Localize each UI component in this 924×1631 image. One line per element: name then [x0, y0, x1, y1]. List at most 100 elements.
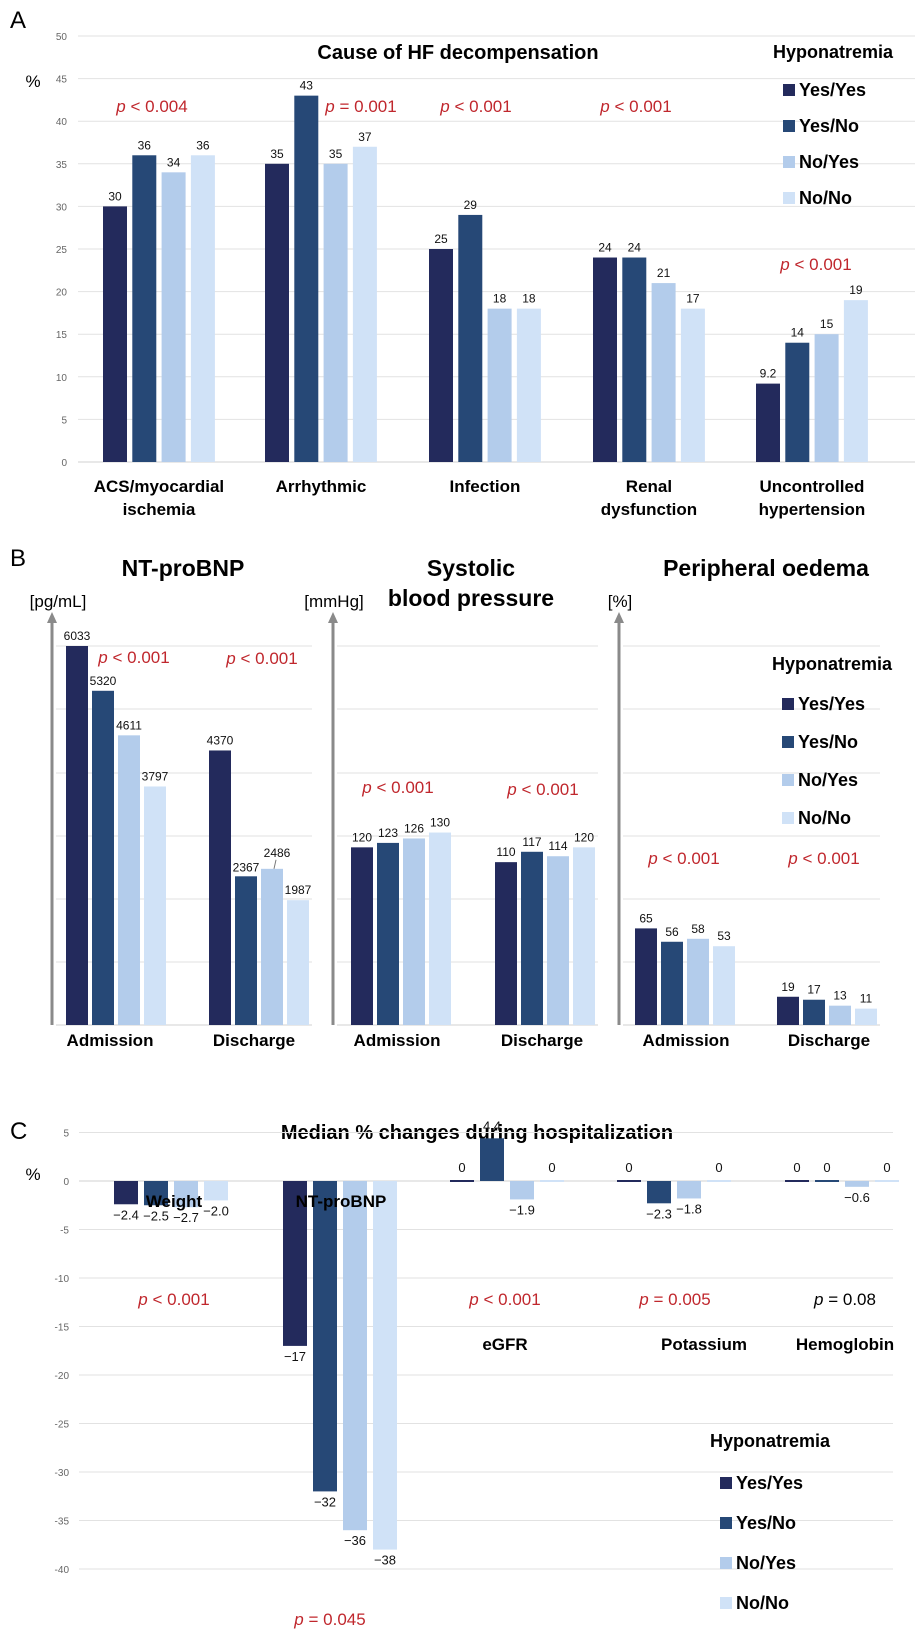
c-data-label: −2.4 [113, 1207, 139, 1222]
c-data-label: −36 [344, 1533, 366, 1548]
b3-bar [661, 941, 683, 1025]
a-bar [756, 383, 780, 462]
c-bar [510, 1181, 534, 1200]
c-data-label: 0 [823, 1160, 830, 1175]
a-ytick: 0 [61, 458, 67, 469]
a-p-value-symbol: p [439, 97, 449, 116]
b1-bar [92, 690, 114, 1025]
b2-y-axis-arrow [328, 612, 338, 623]
c-bar [283, 1181, 307, 1346]
b3-p-value-value: < 0.001 [658, 849, 720, 868]
b3-category-label: Admission [643, 1031, 730, 1050]
c-data-label: 0 [715, 1160, 722, 1175]
a-ytick: 50 [56, 32, 68, 43]
c-ytick: 0 [63, 1177, 69, 1188]
b3-data-label: 17 [807, 983, 821, 997]
a-category-label: Renal [626, 477, 672, 496]
c-ytick: -5 [60, 1226, 69, 1237]
b3-bar [855, 1008, 877, 1025]
c-bar [845, 1181, 869, 1187]
c-p-value: p < 0.001 [468, 1290, 540, 1309]
b1-data-label: 4370 [207, 733, 234, 747]
c-data-label: −17 [284, 1349, 306, 1364]
a-legend-label-3: No/Yes [799, 152, 859, 172]
b2-bar [547, 856, 569, 1025]
c-data-label: 0 [883, 1160, 890, 1175]
a-bar [487, 308, 512, 462]
a-category-label: Uncontrolled [760, 477, 865, 496]
a-data-label: 36 [196, 138, 210, 152]
a-legend-swatch-2 [783, 120, 795, 132]
a-p-value-symbol: p [779, 255, 789, 274]
a-bar [161, 172, 186, 462]
c-bar [815, 1180, 839, 1182]
c-p-value: p < 0.001 [137, 1290, 209, 1309]
a-data-label: 9.2 [760, 367, 777, 381]
b2-bar [351, 847, 373, 1025]
b2-data-label: 110 [496, 845, 515, 859]
c-legend-label-2: Yes/No [736, 1513, 796, 1533]
b3-data-label: 56 [665, 925, 679, 939]
panel-label-b: B [10, 545, 26, 572]
b1-bar [287, 900, 309, 1025]
b2-data-label: 120 [352, 830, 372, 844]
b2-chart-title: blood pressure [388, 585, 554, 611]
c-p-value: p = 0.08 [813, 1290, 876, 1309]
c-legend-title: Hyponatremia [710, 1431, 831, 1451]
a-p-value-symbol: p [115, 97, 125, 116]
c-data-label: 0 [548, 1160, 555, 1175]
c-ytick: -25 [55, 1420, 70, 1431]
c-legend-label-1: Yes/Yes [736, 1473, 803, 1493]
c-data-label: 0 [793, 1160, 800, 1175]
b3-data-label: 11 [860, 992, 873, 1006]
b3-data-label: 53 [717, 929, 731, 943]
b1-bar [235, 876, 257, 1025]
b3-bar [687, 938, 709, 1025]
a-data-label: 19 [849, 283, 863, 297]
a-ytick: 45 [56, 75, 68, 86]
a-bar [352, 146, 377, 462]
b3-chart-title: Peripheral oedema [663, 555, 869, 581]
a-legend-title: Hyponatremia [773, 42, 894, 62]
c-data-label: −0.6 [844, 1190, 870, 1205]
b-legend-label-4: No/No [798, 808, 851, 828]
c-bar [875, 1180, 899, 1182]
b2-data-label: 123 [378, 826, 398, 840]
c-bar [174, 1181, 198, 1208]
b1-bar [118, 735, 140, 1025]
b3-bar [635, 928, 657, 1025]
b2-data-label: 126 [404, 821, 424, 835]
a-p-value-value: < 0.001 [610, 97, 672, 116]
a-category-label: ACS/myocardial [94, 477, 224, 496]
a-data-label: 18 [522, 292, 536, 306]
b3-bar [829, 1005, 851, 1025]
b1-leader-line [273, 859, 277, 869]
c-data-label: 4.4 [483, 1118, 501, 1133]
b3-data-label: 65 [639, 911, 653, 925]
a-category-label: Arrhythmic [276, 477, 367, 496]
c-data-label: 0 [458, 1160, 465, 1175]
a-bar [265, 163, 289, 463]
a-legend-swatch-3 [783, 156, 795, 168]
a-data-label: 43 [300, 79, 314, 93]
b1-p-value-value: < 0.001 [108, 648, 170, 667]
b1-bar [66, 646, 88, 1025]
c-legend-label-3: No/Yes [736, 1553, 796, 1573]
b2-y-axis-label: [mmHg] [304, 592, 364, 611]
panel-a: A 0 5 10 15 20 25 30 35 40 45 50% Cause of HF decomp… [10, 7, 915, 519]
c-ytick: -35 [55, 1517, 70, 1528]
b1-y-axis-arrow [47, 612, 57, 623]
a-data-label: 17 [686, 292, 700, 306]
a-data-label: 15 [820, 317, 834, 331]
b2-bar [377, 842, 399, 1025]
b2-p-value-symbol: p [361, 778, 371, 797]
a-p-value-value: < 0.001 [790, 255, 852, 274]
b3-bar [713, 946, 735, 1025]
b1-data-label: 4611 [116, 718, 142, 732]
b1-category-label: Discharge [213, 1031, 295, 1050]
b2-data-label: 120 [574, 830, 594, 844]
a-ytick: 10 [56, 373, 68, 384]
c-p-value-value: = 0.045 [304, 1610, 366, 1629]
a-chart-title: Cause of HF decompensation [317, 42, 598, 64]
